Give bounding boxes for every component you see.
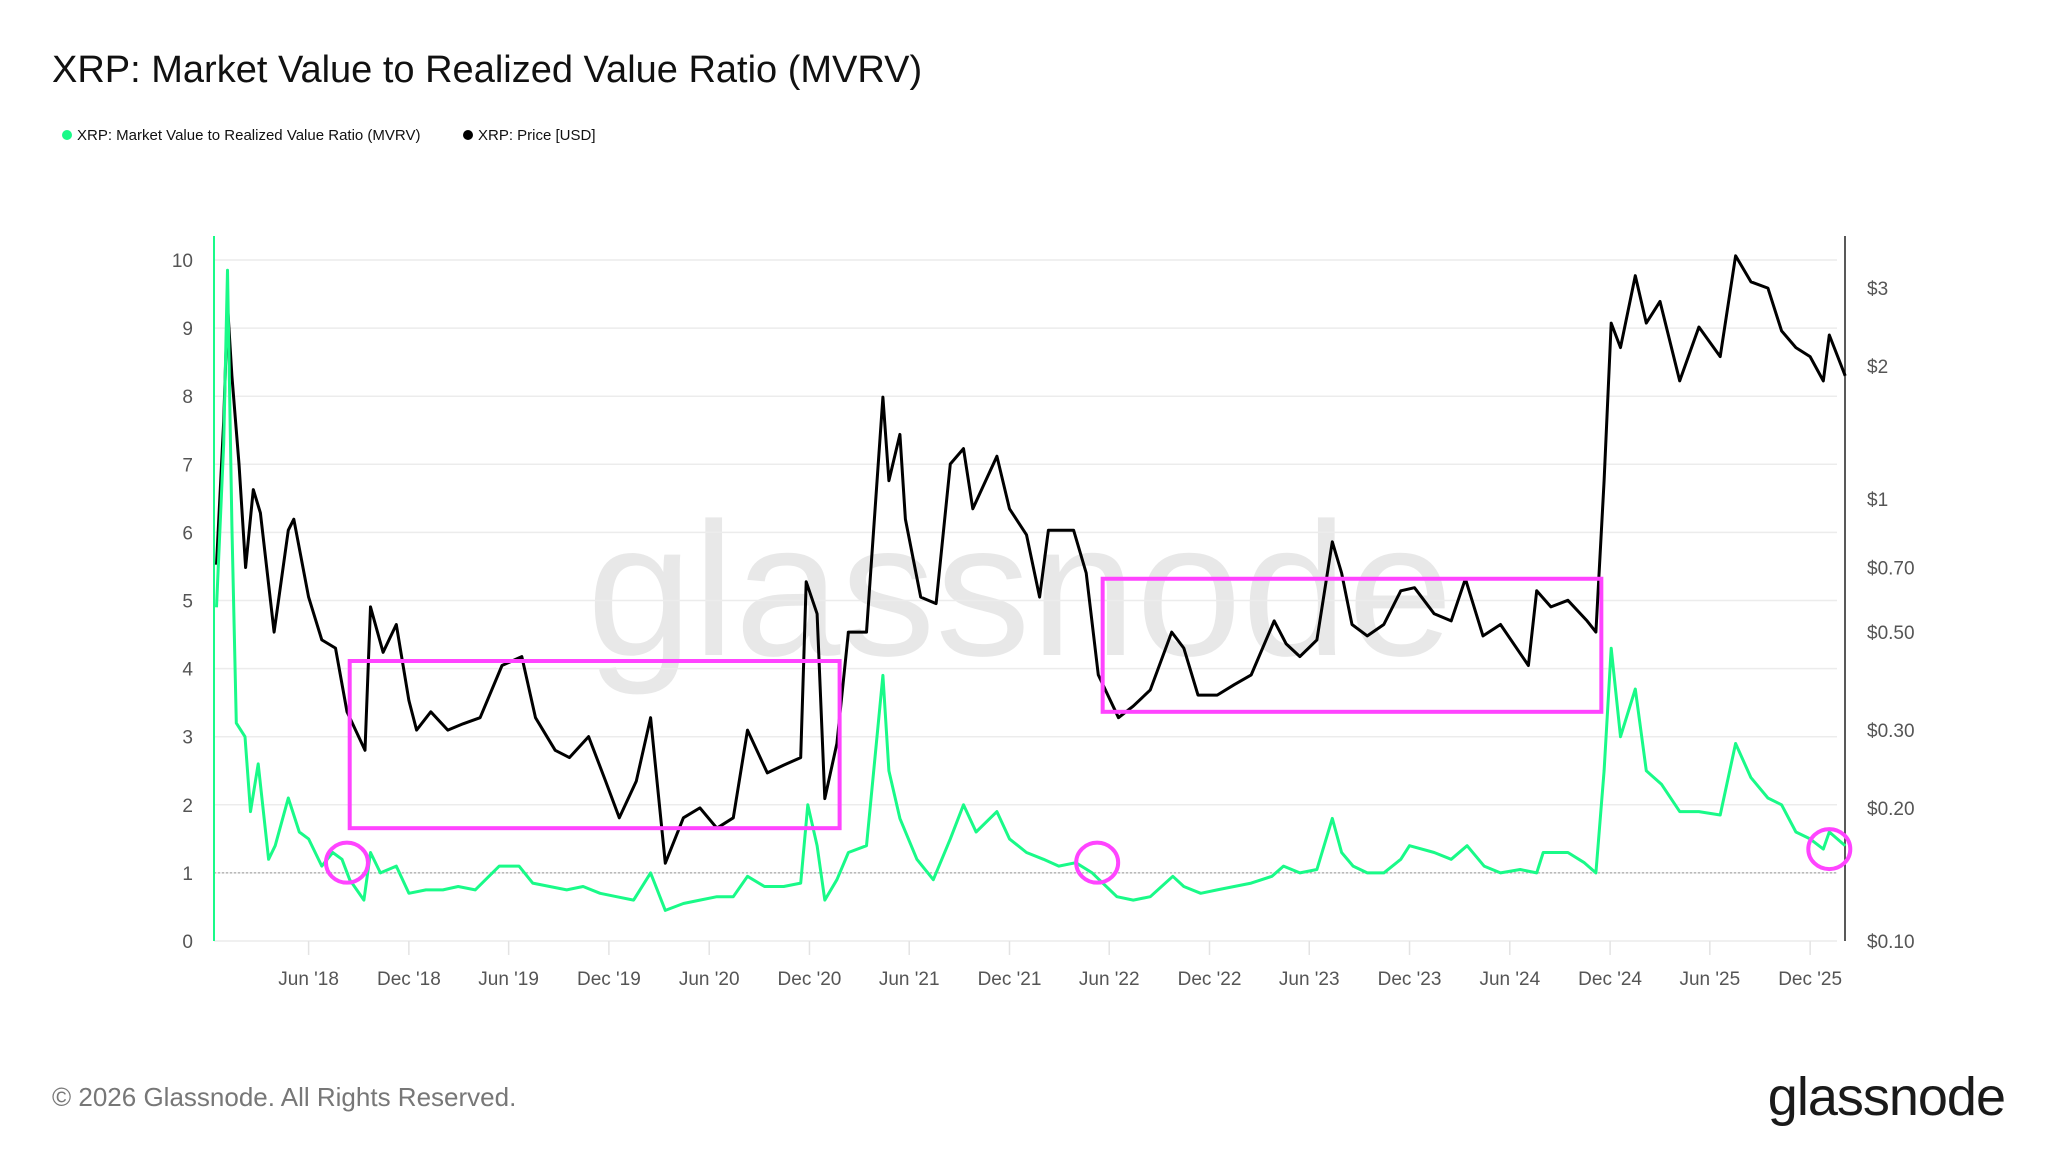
- x-axis: Jun '18 Dec '18 Jun '19 Dec '19 Jun '20 Dec '…: [278, 941, 1842, 990]
- y-left-tick-label: 8: [182, 387, 193, 408]
- price-line: [215, 254, 1847, 865]
- y-right-tick-label: $0.50: [1867, 623, 1915, 644]
- x-tick-label: Jun '24: [1479, 969, 1540, 990]
- legend-item-price[interactable]: XRP: Price [USD]: [463, 127, 596, 144]
- chart-title: XRP: Market Value to Realized Value Rati…: [52, 49, 922, 91]
- legend-dot-mvrv: [62, 130, 72, 140]
- y-left-tick-label: 6: [182, 523, 193, 544]
- x-tick-label: Jun '20: [679, 969, 740, 990]
- legend-item-mvrv[interactable]: XRP: Market Value to Realized Value Rati…: [62, 127, 420, 144]
- circle-annotation: [1074, 840, 1121, 885]
- x-tick-label: Jun '22: [1079, 969, 1140, 990]
- y-left-tick-label: 3: [182, 728, 193, 749]
- y-left-tick-label: 10: [172, 251, 193, 272]
- x-tick-label: Dec '25: [1778, 969, 1842, 990]
- circle-annotation: [1806, 827, 1853, 872]
- y-axis-left: 0 1 2 3 4 5 6 7 8 9 10: [172, 236, 215, 953]
- x-tick-label: Dec '21: [978, 969, 1042, 990]
- x-tick-label: Jun '23: [1279, 969, 1340, 990]
- gridlines: [214, 259, 1837, 942]
- y-right-tick-label: $0.70: [1867, 558, 1915, 579]
- x-tick-label: Jun '19: [478, 969, 539, 990]
- y-right-tick-label: $0.30: [1867, 721, 1915, 742]
- x-tick-label: Dec '23: [1378, 969, 1442, 990]
- y-left-tick-label: 5: [182, 592, 193, 613]
- y-right-tick-label: $0.20: [1867, 799, 1915, 820]
- glassnode-logo: glassnode: [1768, 1067, 2005, 1127]
- x-tick-label: Dec '24: [1578, 969, 1642, 990]
- copyright-footer: © 2026 Glassnode. All Rights Reserved.: [52, 1082, 516, 1112]
- mvrv-line: [215, 268, 1847, 912]
- x-tick-label: Jun '21: [879, 969, 940, 990]
- range-box-annotation: [1100, 576, 1604, 714]
- y-right-tick-label: $1: [1867, 490, 1888, 511]
- circle-annotation: [323, 840, 370, 885]
- y-left-tick-label: 1: [182, 864, 193, 885]
- y-left-tick-label: 4: [182, 660, 193, 681]
- y-axis-right: $0.10 $0.20 $0.30 $0.50 $0.70 $1 $2 $3: [1844, 236, 1915, 953]
- y-right-tick-label: $2: [1867, 357, 1888, 378]
- y-left-tick-label: 2: [182, 796, 193, 817]
- y-left-tick-label: 9: [182, 319, 193, 340]
- y-left-tick-label: 0: [182, 932, 193, 953]
- range-box-annotation: [347, 659, 842, 831]
- x-tick-label: Dec '18: [377, 969, 441, 990]
- series-lines: [215, 254, 1847, 912]
- y-right-tick-label: $3: [1867, 279, 1888, 300]
- legend-dot-price: [463, 130, 473, 140]
- legend: XRP: Market Value to Realized Value Rati…: [62, 127, 596, 144]
- x-tick-label: Dec '22: [1178, 969, 1242, 990]
- y-right-tick-label: $0.10: [1867, 932, 1915, 953]
- legend-label-price: XRP: Price [USD]: [478, 127, 596, 144]
- annotations: [323, 576, 1853, 885]
- x-tick-label: Jun '18: [278, 969, 339, 990]
- x-tick-label: Dec '19: [577, 969, 641, 990]
- y-left-tick-label: 7: [182, 455, 193, 476]
- x-tick-label: Dec '20: [778, 969, 842, 990]
- x-tick-label: Jun '25: [1679, 969, 1740, 990]
- legend-label-mvrv: XRP: Market Value to Realized Value Rati…: [77, 127, 420, 144]
- watermark-logo: glassnode: [587, 484, 1453, 696]
